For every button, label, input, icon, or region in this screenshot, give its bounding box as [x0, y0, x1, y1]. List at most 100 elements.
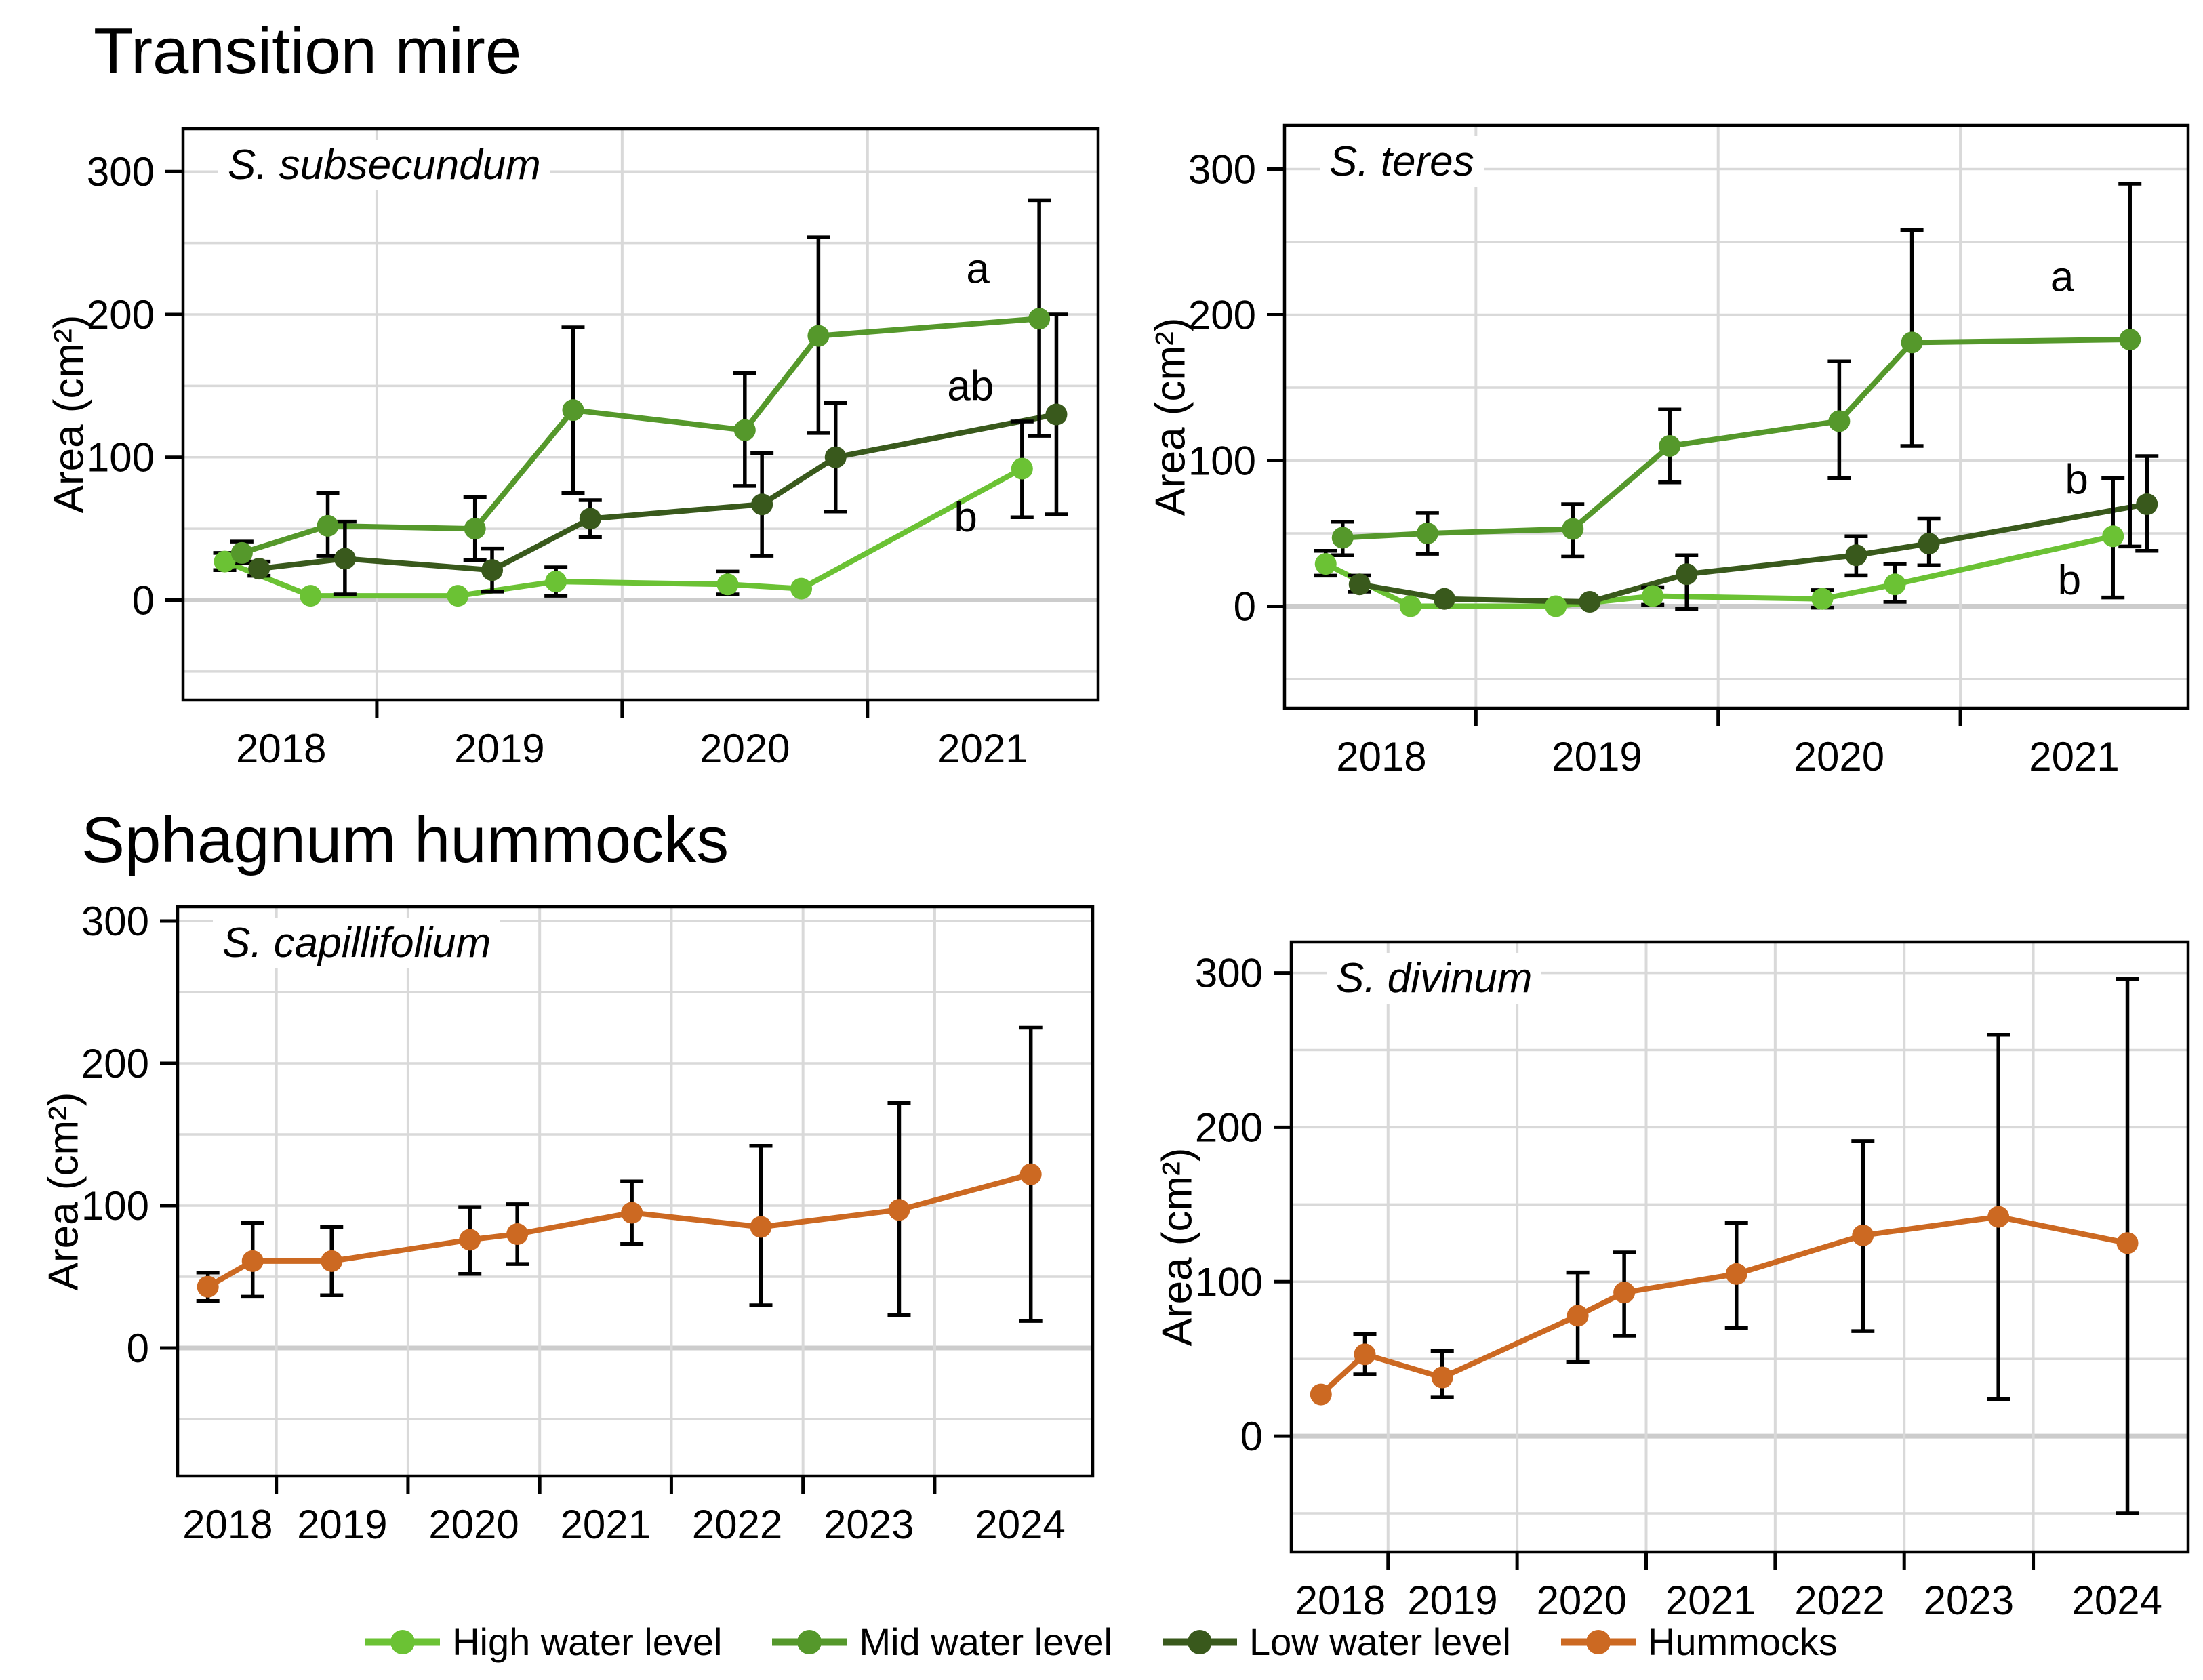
x-tick-label: 2023 — [1924, 1578, 2014, 1623]
x-tick-label: 2021 — [2029, 734, 2119, 779]
data-point-marker — [807, 325, 830, 347]
x-tick-label: 2020 — [428, 1502, 519, 1547]
x-tick-label: 2020 — [1537, 1578, 1627, 1623]
series-line-mid — [239, 316, 1043, 556]
y-axis-label: Area (cm²) — [1147, 317, 1194, 516]
data-point-marker — [317, 514, 339, 537]
data-point-marker — [1331, 527, 1354, 549]
data-point-marker — [1828, 410, 1851, 432]
data-point-marker — [1579, 591, 1601, 613]
data-point-marker — [2116, 1232, 2139, 1254]
data-point-marker — [1545, 595, 1567, 617]
data-point-marker — [459, 1229, 481, 1251]
data-point-marker — [621, 1202, 643, 1224]
chart-title-s-divinum: S. divinum — [1327, 953, 1542, 1004]
series-line-low — [256, 411, 1059, 573]
legend-key-dot — [390, 1629, 416, 1654]
chart-title-s-subsecundum: S. subsecundum — [218, 140, 550, 191]
legend-item-high-water-level: High water level — [365, 1620, 722, 1664]
data-point-marker — [1348, 573, 1371, 596]
data-point-marker — [321, 1250, 343, 1272]
data-point-marker — [248, 558, 270, 580]
data-point-marker — [1562, 518, 1584, 540]
x-tick-label: 2024 — [2072, 1578, 2162, 1623]
y-tick-label: 100 — [1188, 438, 1256, 484]
data-point-marker — [1613, 1282, 1636, 1304]
legend: High water level Mid water level Low water… — [0, 1620, 2203, 1664]
panel-border — [181, 127, 1100, 702]
x-tick-label: 2021 — [1665, 1578, 1756, 1623]
chart-s-capillifolium: S. capillifolium Area (cm²) 2018 2019 2020… — [15, 900, 1099, 1568]
y-tick-label: 200 — [1188, 293, 1256, 338]
data-point-marker — [1725, 1263, 1747, 1285]
y-tick-label: 200 — [81, 1041, 149, 1086]
legend-item-mid-water-level: Mid water level — [772, 1620, 1112, 1664]
panel-border — [1289, 940, 2190, 1554]
y-axis-label: Area (cm²) — [1154, 1147, 1201, 1347]
data-point-marker — [300, 585, 322, 607]
legend-item-label: Hummocks — [1647, 1620, 1838, 1663]
data-point-marker — [506, 1223, 529, 1245]
y-tick-label: 0 — [1234, 584, 1256, 630]
annotation-letter: a — [2050, 254, 2074, 301]
data-point-marker — [464, 518, 486, 540]
y-tick-label: 0 — [127, 1326, 149, 1371]
y-tick-label: 100 — [1195, 1259, 1263, 1305]
data-point-marker — [1416, 523, 1438, 544]
data-point-marker — [888, 1199, 910, 1221]
data-point-marker — [447, 585, 469, 607]
data-point-marker — [334, 548, 356, 570]
x-tick-label: 2022 — [1794, 1578, 1884, 1623]
data-point-marker — [1045, 403, 1068, 426]
y-tick-label: 300 — [81, 900, 149, 944]
annotation-letter: b — [2058, 557, 2081, 604]
data-point-marker — [1676, 563, 1698, 586]
x-tick-label: 2018 — [182, 1502, 272, 1547]
data-point-marker — [2119, 329, 2141, 351]
chart-title-s-teres: S. teres — [1320, 136, 1484, 188]
data-point-marker — [1354, 1343, 1376, 1366]
legend-key-dot — [1585, 1629, 1611, 1654]
data-point-marker — [1399, 595, 1421, 617]
data-point-marker — [1918, 533, 1940, 555]
x-tick-label: 2023 — [824, 1502, 914, 1547]
chart-title-s-capillifolium: S. capillifolium — [213, 918, 501, 969]
data-point-marker — [716, 573, 739, 596]
data-point-marker — [214, 550, 236, 573]
data-point-marker — [1310, 1383, 1332, 1406]
panel-border — [1282, 123, 2190, 710]
y-tick-label: 100 — [81, 1183, 149, 1229]
x-tick-label: 2020 — [1794, 734, 1884, 779]
data-point-marker — [1314, 553, 1337, 575]
data-point-marker — [790, 577, 813, 600]
series-line-mid — [1339, 337, 2133, 541]
x-tick-label: 2019 — [297, 1502, 387, 1547]
section-title-sphagnum-hummocks: Sphagnum hummocks — [81, 804, 729, 876]
legend-key-icon — [1162, 1629, 1237, 1654]
y-tick-label: 300 — [87, 149, 155, 194]
x-tick-label: 2018 — [1336, 734, 1426, 779]
y-tick-label: 200 — [87, 292, 155, 337]
y-tick-label: 100 — [87, 435, 155, 480]
x-tick-label: 2020 — [700, 726, 790, 771]
chart-s-teres: S. teres Area (cm²) 2018 2019 2020 2021 0 100… — [1122, 119, 2195, 800]
x-tick-label: 2022 — [692, 1502, 782, 1547]
chart-s-divinum: S. divinum Area (cm²) 2018 2019 2020 2021 20… — [1129, 935, 2195, 1643]
data-point-marker — [1567, 1305, 1589, 1327]
data-point-marker — [1433, 588, 1455, 610]
annotation-letter: a — [966, 246, 990, 293]
data-point-marker — [1811, 588, 1834, 610]
annotation-letter: ab — [947, 363, 994, 409]
legend-item-label: Low water level — [1249, 1620, 1511, 1663]
section-title-transition-mire: Transition mire — [94, 15, 522, 87]
data-point-marker — [1011, 457, 1033, 480]
legend-key-icon — [365, 1629, 441, 1654]
y-axis-label: Area (cm²) — [40, 1092, 87, 1291]
data-point-marker — [1659, 435, 1681, 457]
annotation-letter: b — [2065, 456, 2088, 503]
data-point-marker — [1845, 544, 1867, 567]
data-point-marker — [1852, 1224, 1874, 1246]
data-point-marker — [562, 399, 584, 422]
data-point-marker — [197, 1275, 219, 1298]
